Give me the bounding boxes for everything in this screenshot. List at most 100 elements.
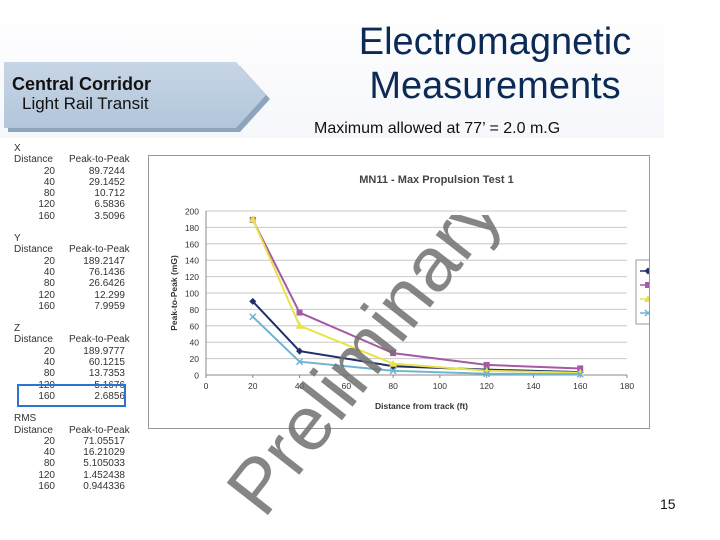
y-tick-label: 120	[185, 272, 199, 282]
data-table-title: X	[14, 143, 21, 154]
data-table-row: 160 3.5096	[14, 211, 154, 222]
series-line-z	[251, 218, 581, 374]
data-table-header-cell: Distance	[14, 334, 53, 346]
data-table-cell: 71.05517	[83, 435, 125, 447]
x-tick-label: 80	[388, 381, 398, 391]
data-table-cell: 189.9777	[83, 345, 125, 357]
y-tick-label: 60	[190, 321, 200, 331]
data-table-row: 120 1.452438	[14, 470, 154, 481]
data-point-rms	[249, 313, 257, 321]
data-table-row: 160 0.944336	[14, 481, 154, 492]
data-table-header-cell: Peak-to-Peak	[69, 154, 130, 166]
data-table-header-cell: Distance	[14, 424, 53, 436]
data-table-header: Distance Peak-to-Peak	[14, 425, 154, 436]
data-table-row: 20 189.9777	[14, 346, 154, 357]
data-table-header: Distance Peak-to-Peak	[14, 244, 154, 255]
data-table-cell: 10.712	[94, 188, 125, 200]
data-table-cell: 160	[38, 390, 55, 402]
y-tick-label: 80	[190, 305, 200, 315]
data-table-cell: 40	[43, 357, 55, 369]
x-tick-label: 140	[526, 381, 540, 391]
data-table-cell: 160	[38, 481, 55, 493]
data-table-cell: 16.21029	[83, 447, 125, 459]
data-tables: X Distance Peak-to-Peak 20 89.7244 40 29.1452 8…	[14, 143, 154, 503]
x-tick-label: 60	[342, 381, 352, 391]
slide-title: Electromagnetic Measurements	[358, 21, 632, 107]
data-point-rms	[389, 367, 397, 375]
data-table-row: 80 13.7353	[14, 368, 154, 379]
data-table-cell: 89.7244	[88, 165, 125, 177]
data-table-header-cell: Peak-to-Peak	[69, 424, 130, 436]
x-tick-label: 160	[573, 381, 587, 391]
banner-subtitle: Light Rail Transit	[22, 94, 149, 113]
data-table-cell: 189.2147	[83, 255, 125, 267]
data-table-row: 40 29.1452	[14, 177, 154, 188]
x-tick-label: 0	[204, 381, 209, 391]
banner	[4, 62, 266, 128]
data-table-row: 80 5.105033	[14, 458, 154, 469]
data-table-row: 80 26.6426	[14, 278, 154, 289]
data-table-header-cell: Distance	[14, 244, 53, 256]
data-table-header-cell: Distance	[14, 154, 53, 166]
data-table-header-cell: Peak-to-Peak	[69, 334, 130, 346]
data-table-cell: 20	[43, 165, 55, 177]
data-table-cell: 80	[43, 368, 55, 380]
data-table-row: 40 76.1436	[14, 267, 154, 278]
data-point-x	[296, 347, 304, 355]
data-table-row: 160 7.9959	[14, 301, 154, 312]
data-point-z	[295, 321, 304, 329]
data-table-cell: 13.7353	[88, 368, 125, 380]
data-table-header: Distance Peak-to-Peak	[14, 154, 154, 165]
x-tick-label: 20	[248, 381, 258, 391]
data-point-x	[249, 297, 257, 305]
data-table-cell: 120	[38, 199, 55, 211]
data-table-cell: 80	[43, 458, 55, 470]
data-table-cell: 20	[43, 255, 55, 267]
data-table-row: 120 12.299	[14, 290, 154, 301]
legend-marker-y	[645, 282, 651, 288]
data-table-cell: 6.5836	[94, 199, 125, 211]
data-point-y	[296, 309, 303, 316]
data-table-cell: 160	[38, 300, 55, 312]
y-tick-label: 100	[185, 289, 199, 299]
data-table-row: 20 71.05517	[14, 436, 154, 447]
data-table-cell: 20	[43, 345, 55, 357]
data-table-cell: 12.299	[94, 289, 125, 301]
y-tick-label: 180	[185, 223, 199, 233]
data-table-cell: 5.105033	[83, 458, 125, 470]
y-tick-label: 0	[194, 371, 199, 381]
y-tick-label: 160	[185, 239, 199, 249]
chart-svg: MN11 - Max Propulsion Test 1 0 20 40 60 80 100…	[169, 174, 689, 411]
x-tick-label: 40	[295, 381, 305, 391]
chart-title: MN11 - Max Propulsion Test 1	[359, 174, 513, 186]
data-table-cell: 40	[43, 447, 55, 459]
data-point-y	[390, 350, 397, 357]
data-point-z	[389, 359, 398, 367]
data-table-cell: 80	[43, 278, 55, 290]
data-table-cell: 40	[43, 176, 55, 188]
y-axis-label: Peak-to-Peak (mG)	[169, 255, 179, 331]
data-table-x: X Distance Peak-to-Peak 20 89.7244 40 29.1452 8…	[14, 143, 154, 222]
data-table-cell: 160	[38, 210, 55, 222]
data-table-cell: 0.944336	[83, 481, 125, 493]
data-table-cell: 26.6426	[88, 278, 125, 290]
x-tick-label: 180	[620, 381, 634, 391]
data-table-cell: 2.6856	[94, 390, 125, 402]
data-table-row: 120 6.5836	[14, 199, 154, 210]
page-number: 15	[660, 496, 676, 512]
x-tick-label: 120	[480, 381, 494, 391]
data-table-row: 160 2.6856	[14, 391, 154, 402]
data-point-rms	[576, 370, 584, 378]
x-axis-label: Distance from track (ft)	[375, 401, 468, 411]
data-table-cell: 120	[38, 289, 55, 301]
data-table-row: 20 89.7244	[14, 166, 154, 177]
data-point-y	[577, 365, 584, 372]
banner-title: Central Corridor	[12, 74, 152, 94]
data-table-cell: 20	[43, 435, 55, 447]
data-point-rms	[483, 370, 491, 378]
data-table-cell: 120	[38, 469, 55, 481]
data-table-cell: 1.452438	[83, 469, 125, 481]
data-table-cell: 60.1215	[88, 357, 125, 369]
data-table-row: 40 60.1215	[14, 357, 154, 368]
data-table-row: 80 10.712	[14, 188, 154, 199]
